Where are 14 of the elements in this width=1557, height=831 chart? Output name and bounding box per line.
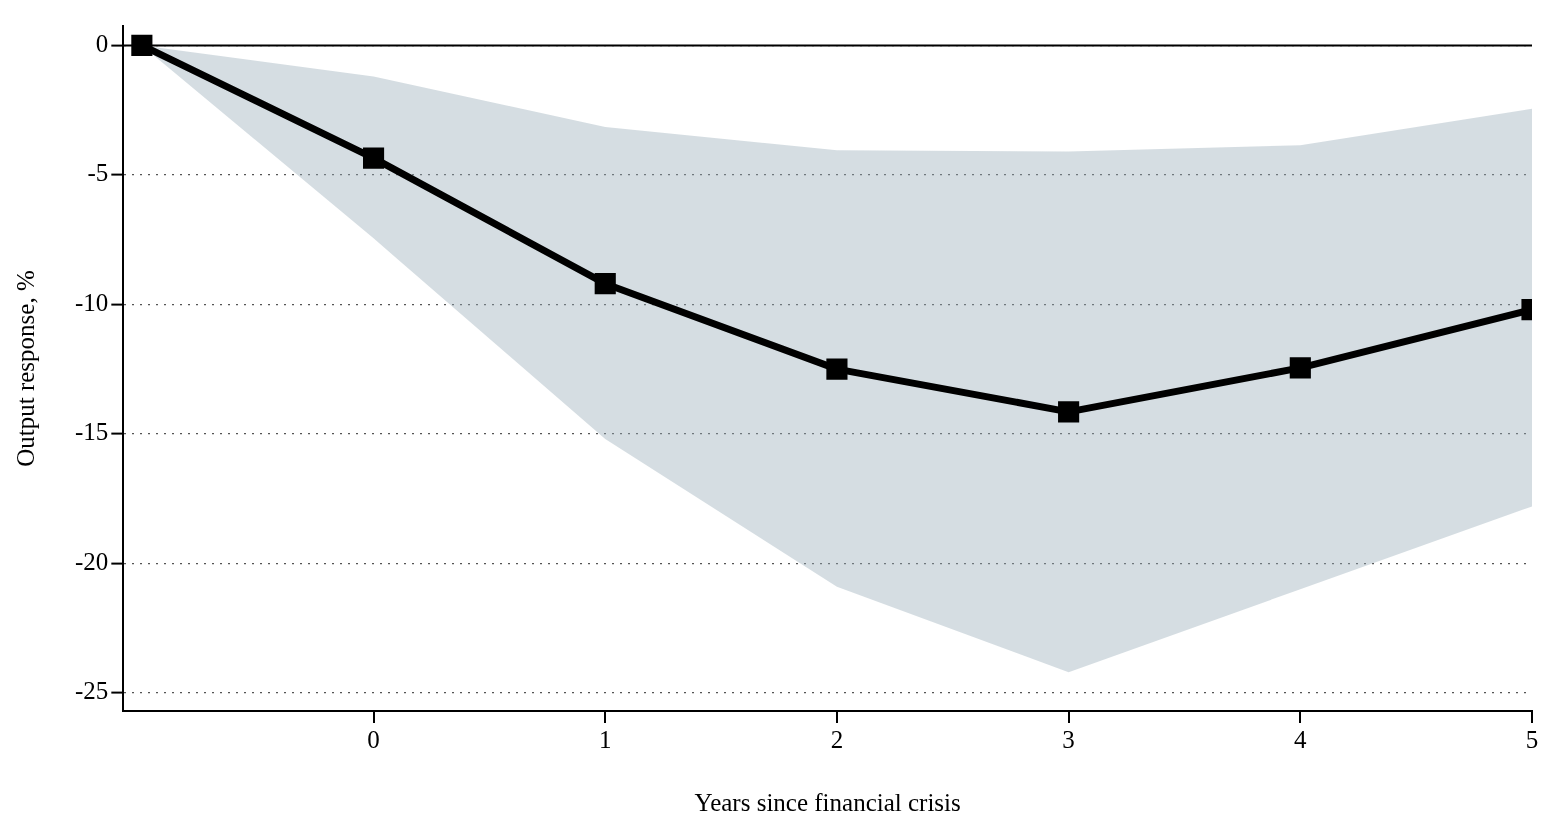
- y-tick-label: -25: [75, 677, 109, 705]
- x-tick-label: 5: [1525, 725, 1539, 753]
- y-tick-label: -5: [87, 159, 109, 187]
- x-tick-label: 3: [1062, 725, 1075, 753]
- x-tick-label: 1: [598, 725, 612, 753]
- x-tick-label: 0: [367, 725, 380, 753]
- x-axis-title: Years since financial crisis: [694, 788, 961, 816]
- x-tick-label: 2: [830, 725, 844, 753]
- x-tick-label: 4: [1294, 725, 1308, 753]
- y-tick-label: -15: [75, 418, 109, 446]
- y-tick-label: 0: [95, 29, 109, 57]
- y-tick-label: -20: [75, 547, 109, 575]
- y-axis-title: Output response, %: [11, 270, 39, 467]
- y-tick-label: -10: [75, 288, 109, 316]
